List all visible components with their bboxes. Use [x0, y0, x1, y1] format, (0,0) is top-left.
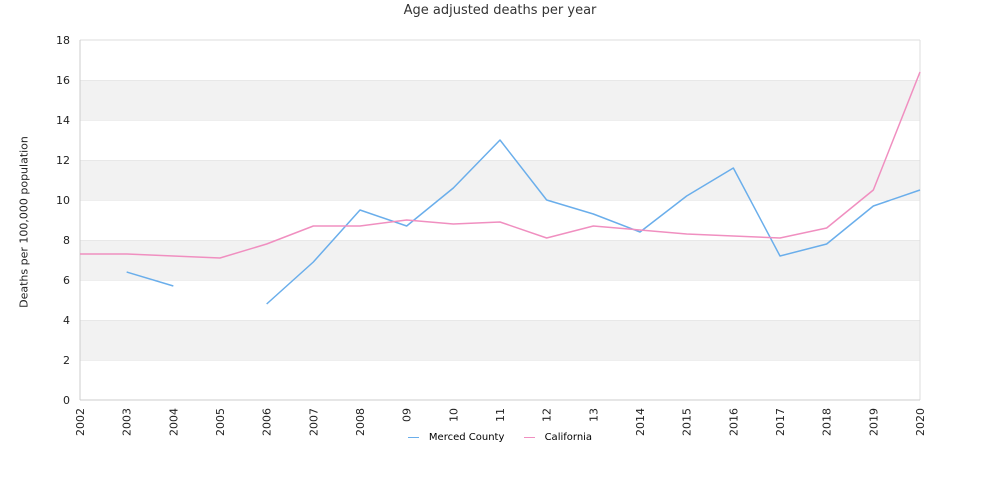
x-tick-label: 13 — [587, 408, 600, 422]
x-tick-label: 2008 — [354, 408, 367, 436]
y-tick-label: 10 — [56, 194, 70, 207]
legend-item-california[interactable]: California — [523, 432, 593, 443]
grid-band — [80, 160, 920, 200]
legend-swatch-california — [523, 437, 535, 438]
legend-label-merced: Merced County — [428, 432, 505, 443]
series-line-merced-county — [266, 139, 921, 305]
x-tick-label: 2018 — [821, 408, 834, 436]
x-tick-label: 2014 — [634, 408, 647, 436]
y-tick-label: 0 — [63, 394, 70, 407]
x-tick-label: 11 — [494, 408, 507, 422]
chart-title: Age adjusted deaths per year — [403, 3, 597, 18]
y-tick-label: 8 — [63, 234, 70, 247]
y-tick-label: 2 — [63, 354, 70, 367]
y-tick-label: 4 — [63, 314, 70, 327]
grid-band — [80, 200, 920, 240]
x-tick-label: 12 — [541, 408, 554, 422]
x-tick-label: 2016 — [727, 408, 740, 436]
x-tick-label: 10 — [447, 408, 460, 422]
x-tick-label: 2020 — [914, 408, 927, 436]
legend: Merced County California — [0, 430, 1000, 443]
legend-swatch-merced — [407, 437, 419, 438]
grid-band — [80, 320, 920, 360]
y-tick-label: 12 — [56, 154, 70, 167]
legend-label-california: California — [544, 432, 593, 443]
grid-band — [80, 360, 920, 400]
grid-band — [80, 40, 920, 80]
x-tick-label: 09 — [401, 408, 414, 422]
y-tick-label: 16 — [56, 74, 70, 87]
x-tick-label: 2015 — [681, 408, 694, 436]
y-tick-label: 18 — [56, 34, 70, 47]
series-line-california — [80, 71, 921, 259]
grid-band — [80, 240, 920, 280]
x-tick-label: 2002 — [74, 408, 87, 436]
grid-band — [80, 80, 920, 120]
grid-band — [80, 280, 920, 320]
x-tick-label: 2004 — [167, 408, 180, 436]
x-tick-label: 2006 — [261, 408, 274, 436]
x-tick-label: 2017 — [774, 408, 787, 436]
legend-item-merced[interactable]: Merced County — [407, 432, 505, 443]
x-tick-label: 2019 — [867, 408, 880, 436]
x-tick-label: 2003 — [121, 408, 134, 436]
series-line-merced-county — [126, 271, 174, 287]
y-tick-label: 14 — [56, 114, 70, 127]
x-tick-label: 2005 — [214, 408, 227, 436]
x-tick-label: 2007 — [307, 408, 320, 436]
y-tick-label: 6 — [63, 274, 70, 287]
